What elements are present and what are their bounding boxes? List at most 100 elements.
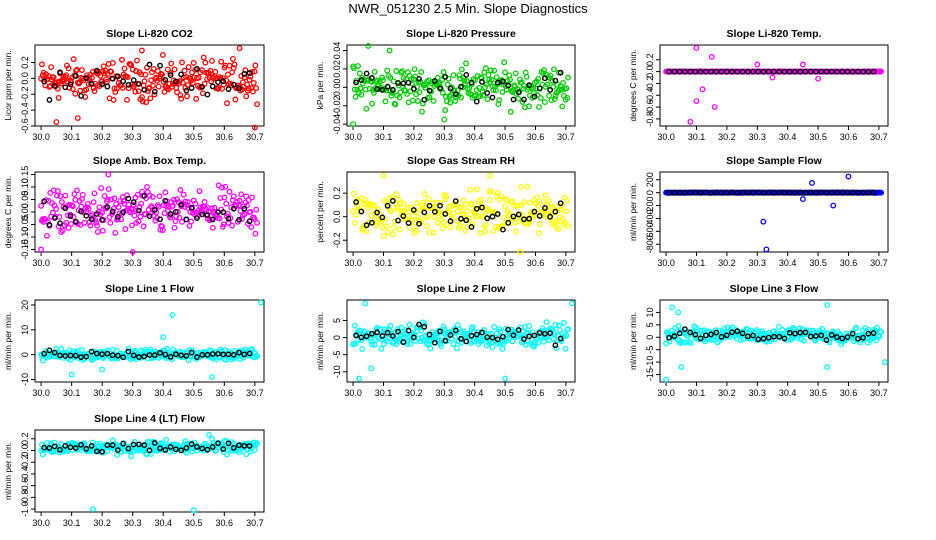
data-point — [99, 227, 106, 234]
data-point — [467, 187, 474, 193]
outlier-point — [754, 61, 761, 68]
data-point — [54, 188, 61, 195]
data-point — [463, 207, 470, 214]
data-point — [418, 327, 425, 334]
data-point — [482, 65, 489, 72]
chart-panel-6: Slope Sample Flow 30.0 30.1 30.2 30.3 30.4 30.… — [628, 155, 889, 268]
reference-point — [802, 189, 809, 196]
data-point — [124, 96, 130, 103]
data-point — [211, 204, 218, 211]
x-tick-label: 30.3 — [124, 518, 142, 528]
reference-point — [62, 84, 69, 91]
data-point — [241, 74, 248, 81]
x-tick-label: 30.6 — [840, 258, 858, 268]
data-point — [468, 201, 475, 208]
data-point — [74, 187, 80, 194]
reference-point — [860, 334, 867, 341]
reference-point — [484, 90, 491, 96]
y-tick-label: -0.4 — [645, 87, 655, 103]
plot-frame — [659, 299, 889, 383]
y-axis-label: Licor ppm per min. — [3, 50, 13, 120]
data-point — [219, 184, 225, 191]
data-point — [156, 193, 163, 200]
reference-point — [130, 352, 137, 359]
x-tick-label: 30.5 — [185, 518, 203, 528]
reference-point — [136, 81, 142, 87]
data-point — [229, 55, 236, 62]
x-tick-label: 30.2 — [93, 258, 111, 268]
data-point — [236, 197, 243, 204]
data-point — [122, 226, 129, 233]
reference-point — [542, 330, 548, 337]
reference-point — [363, 222, 370, 229]
reference-point — [844, 68, 851, 75]
reference-point — [489, 213, 496, 220]
data-point — [563, 332, 570, 339]
reference-point — [41, 198, 48, 205]
data-point — [38, 61, 45, 68]
x-tick-label: 30.1 — [63, 388, 81, 398]
reference-point — [83, 75, 90, 81]
data-point — [162, 189, 169, 196]
reference-point — [870, 330, 877, 336]
x-tick-label: 30.7 — [246, 388, 264, 398]
reference-point — [834, 334, 840, 340]
data-point — [426, 94, 433, 101]
data-point — [243, 93, 250, 100]
data-point — [184, 93, 190, 100]
reference-point — [395, 328, 401, 335]
reference-point — [78, 354, 84, 361]
data-point — [389, 231, 396, 238]
data-point — [387, 322, 394, 329]
reference-point — [151, 440, 158, 446]
data-point — [463, 60, 469, 67]
reference-point — [739, 189, 746, 196]
data-point — [477, 93, 484, 100]
data-point — [693, 324, 699, 331]
data-point — [163, 436, 170, 443]
data-point — [480, 212, 487, 219]
data-point — [400, 75, 407, 82]
reference-point — [510, 96, 517, 103]
data-point — [507, 332, 513, 339]
x-tick-label: 30.5 — [185, 132, 203, 142]
reference-point — [734, 328, 741, 335]
y-tick-label: 0 — [645, 335, 655, 340]
data-point — [369, 341, 376, 348]
reference-point — [692, 189, 699, 196]
reference-point — [718, 68, 725, 75]
reference-point — [358, 77, 365, 83]
x-tick-label: 30.1 — [375, 132, 393, 142]
reference-point — [41, 350, 48, 357]
data-point — [142, 71, 149, 78]
data-point — [232, 96, 239, 103]
x-tick-label: 30.7 — [557, 258, 575, 268]
reference-point — [136, 207, 142, 214]
y-tick-label: -1.0 — [20, 501, 30, 517]
reference-point — [78, 208, 84, 215]
data-point — [384, 199, 391, 206]
data-point — [494, 339, 501, 346]
reference-point — [687, 189, 693, 196]
data-point — [109, 60, 116, 66]
data-point — [81, 219, 88, 226]
data-point — [62, 192, 69, 199]
x-tick-label: 30.6 — [216, 132, 234, 142]
data-point — [559, 103, 566, 110]
data-point — [239, 215, 246, 222]
outlier-point — [138, 47, 145, 54]
reference-point — [547, 330, 554, 337]
reference-point — [109, 352, 116, 359]
reference-point — [395, 217, 401, 224]
reference-point — [178, 71, 185, 78]
reference-point — [839, 68, 846, 75]
reference-point — [855, 189, 861, 196]
data-point — [90, 199, 97, 206]
data-point — [878, 329, 885, 335]
data-point — [401, 86, 408, 93]
reference-point — [104, 350, 111, 357]
reference-point — [57, 352, 63, 359]
data-point — [249, 88, 256, 95]
data-point — [371, 342, 378, 348]
reference-point — [708, 331, 714, 338]
